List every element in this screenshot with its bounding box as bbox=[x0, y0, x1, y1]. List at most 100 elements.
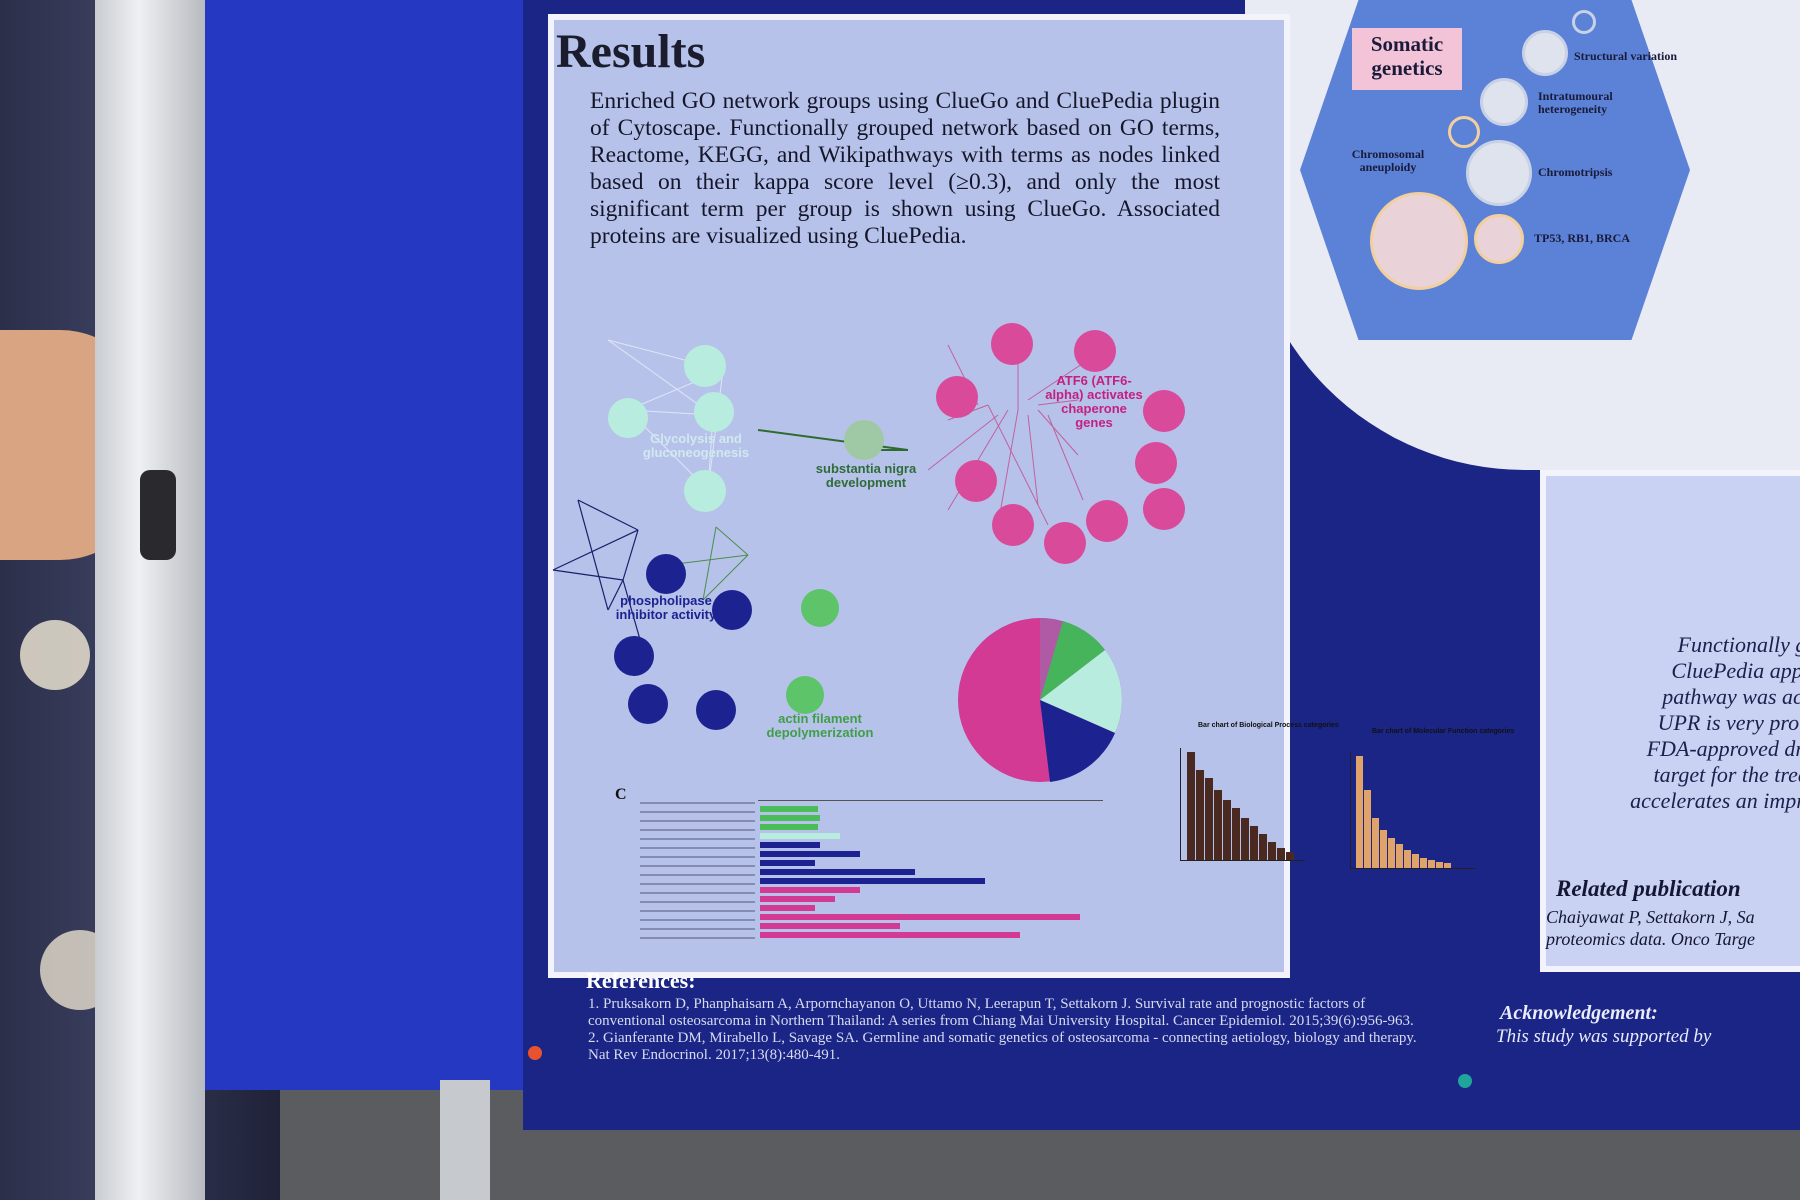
mf-axis bbox=[1350, 868, 1475, 869]
bar bbox=[760, 851, 860, 857]
network-node bbox=[696, 690, 736, 730]
bp-bar bbox=[1214, 790, 1222, 860]
mf-bar bbox=[1420, 858, 1427, 868]
conclusion-line: Functionally gr bbox=[1677, 632, 1800, 657]
results-heading: Results bbox=[556, 25, 706, 78]
pie-slice-navy bbox=[1040, 700, 1115, 782]
network-node bbox=[646, 554, 686, 594]
network-node bbox=[992, 504, 1034, 546]
network-node bbox=[1143, 488, 1185, 530]
mf-bar bbox=[1436, 862, 1443, 868]
bar bbox=[760, 878, 985, 884]
network-node bbox=[786, 676, 824, 714]
structural-variation-text: Structural variation bbox=[1574, 49, 1677, 63]
push-pin-icon bbox=[528, 1046, 542, 1060]
bubble-heterogeneity bbox=[1480, 78, 1528, 126]
link-line bbox=[757, 429, 909, 451]
bp-bar bbox=[1223, 800, 1231, 860]
bar bbox=[760, 905, 815, 911]
bar bbox=[760, 860, 815, 866]
bar bbox=[760, 869, 915, 875]
conclusion-line: accelerates an impro bbox=[1630, 788, 1800, 813]
network-node bbox=[1086, 500, 1128, 542]
network-node bbox=[1074, 330, 1116, 372]
reference-item: 1. Pruksakorn D, Phanphaisarn A, Arpornc… bbox=[588, 996, 1414, 1029]
bubble-chromotripsis bbox=[1466, 140, 1532, 206]
network-node bbox=[936, 376, 978, 418]
pie-slice-green bbox=[1040, 621, 1105, 700]
aneuploidy-text: Chromosomal aneuploidy bbox=[1351, 147, 1425, 174]
bar bbox=[760, 806, 818, 812]
mf-bar bbox=[1412, 854, 1419, 868]
conclusion-line: FDA-approved dru bbox=[1646, 736, 1800, 761]
axis-line bbox=[758, 800, 1103, 801]
bp-bar bbox=[1286, 852, 1294, 860]
network-node bbox=[684, 470, 726, 512]
bp-bar bbox=[1259, 834, 1267, 860]
references-heading: References: bbox=[586, 968, 696, 993]
bar bbox=[760, 923, 900, 929]
network-node bbox=[614, 636, 654, 676]
bubble-tiny bbox=[1572, 10, 1596, 34]
bp-axis bbox=[1180, 860, 1305, 861]
bar bbox=[760, 932, 1020, 938]
conclusion-line: UPR is very prom bbox=[1657, 710, 1800, 735]
bar bbox=[760, 833, 840, 839]
tp53-text: TP53, RB1, BRCA bbox=[1534, 231, 1631, 245]
substantia-nigra-label: substantia nigra development bbox=[815, 461, 917, 490]
mf-bar bbox=[1428, 860, 1435, 868]
pie-chart bbox=[958, 618, 1122, 782]
mf-bar bbox=[1380, 830, 1387, 868]
mf-bar bbox=[1364, 790, 1371, 868]
mf-axis bbox=[1350, 752, 1351, 868]
bp-bar bbox=[1241, 818, 1249, 860]
bubble-aneuploidy bbox=[1370, 192, 1468, 290]
bubble-structural-variation bbox=[1522, 30, 1568, 76]
network-node bbox=[1135, 442, 1177, 484]
bp-axis bbox=[1180, 748, 1181, 860]
related-line: Chaiyawat P, Settakorn J, Sa bbox=[1546, 907, 1755, 927]
related-publication-text: Chaiyawat P, Settakorn J, Sa proteomics … bbox=[1546, 906, 1755, 950]
bp-bar bbox=[1187, 752, 1195, 860]
pie-slice-teal bbox=[1040, 650, 1122, 733]
bp-bar bbox=[1205, 778, 1213, 860]
heterogeneity-text: Intratumoural heterogeneity bbox=[1538, 89, 1613, 116]
stand-knob bbox=[140, 470, 176, 560]
bar bbox=[760, 815, 820, 821]
bp-bar bbox=[1268, 842, 1276, 860]
conclusion-line: CluePedia appli bbox=[1671, 658, 1800, 683]
bar-row-labels bbox=[640, 802, 755, 944]
results-summary: Enriched GO network groups using ClueGo … bbox=[590, 88, 1220, 249]
bubble-tp53 bbox=[1474, 214, 1524, 264]
bubble-small bbox=[1448, 116, 1480, 148]
bar bbox=[760, 842, 820, 848]
mf-bar bbox=[1388, 838, 1395, 868]
dress-flower-pattern bbox=[20, 620, 90, 690]
poster-stand-pole bbox=[95, 0, 205, 1200]
acknowledgement-heading: Acknowledgement: bbox=[1500, 1002, 1658, 1024]
related-line: proteomics data. Onco Targe bbox=[1546, 929, 1755, 949]
bp-bar bbox=[1232, 808, 1240, 860]
bar bbox=[760, 914, 1080, 920]
bar bbox=[760, 896, 835, 902]
conclusion-line: pathway was acti bbox=[1662, 684, 1800, 709]
network-node bbox=[694, 392, 734, 432]
network-node bbox=[801, 589, 839, 627]
bar bbox=[760, 887, 860, 893]
mf-bar bbox=[1444, 863, 1451, 868]
mf-bar bbox=[1404, 850, 1411, 868]
bp-chart-title: Bar chart of Biological Process categori… bbox=[1198, 722, 1339, 729]
glycolysis-label: Glycolysis and gluconeogenesis bbox=[642, 431, 750, 460]
board-felt-edge bbox=[205, 0, 541, 1090]
stand-leg bbox=[440, 1080, 490, 1200]
mf-bar bbox=[1356, 756, 1363, 868]
bp-bar bbox=[1277, 848, 1285, 860]
atf6-label: ATF6 (ATF6-alpha) activates chaperone ge… bbox=[1045, 373, 1143, 430]
actin-filament-label: actin filament depolymerization bbox=[766, 711, 874, 740]
network-node bbox=[991, 323, 1033, 365]
push-pin-icon bbox=[1458, 1074, 1472, 1088]
references-list: 1. Pruksakorn D, Phanphaisarn A, Arpornc… bbox=[588, 996, 1428, 1064]
mf-bar bbox=[1396, 844, 1403, 868]
network-node bbox=[1044, 522, 1086, 564]
network-node bbox=[608, 398, 648, 438]
